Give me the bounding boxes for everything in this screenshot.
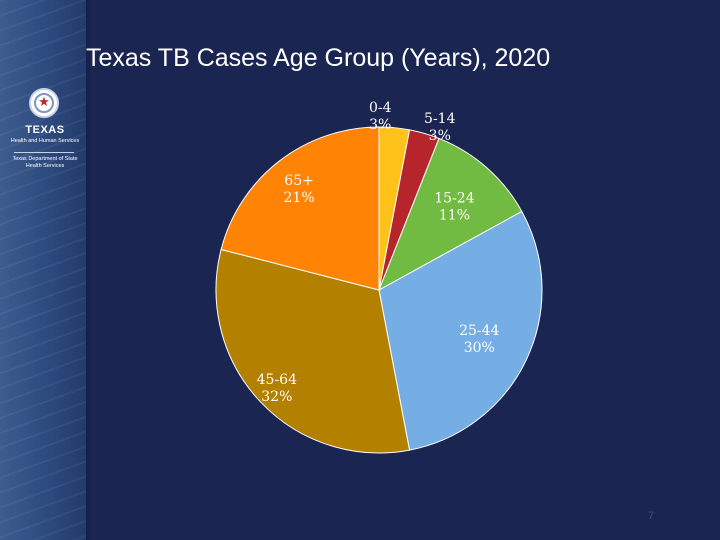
seal-ring bbox=[34, 93, 54, 113]
slice-category-label: 45-64 bbox=[257, 372, 297, 388]
slice-value-label: 3% bbox=[369, 117, 391, 133]
logo-department-line1: Texas Department of State bbox=[12, 156, 78, 162]
slice-category-label: 0-4 bbox=[369, 100, 392, 116]
logo-texas-text: TEXAS bbox=[25, 124, 65, 136]
slice-category-label: 15-24 bbox=[434, 190, 474, 206]
slice-value-label: 32% bbox=[261, 389, 292, 405]
pie-slice-25-44 bbox=[378, 210, 543, 451]
star-icon: ★ bbox=[38, 94, 50, 109]
logo-agency-text: Health and Human Services bbox=[10, 138, 80, 144]
slice-category-label: 5-14 bbox=[424, 111, 456, 127]
pie-slice-15-24 bbox=[378, 137, 523, 292]
slice-category-label: 65+ bbox=[284, 173, 314, 189]
slice-value-label: 30% bbox=[464, 340, 495, 356]
pie-slice-45-64 bbox=[215, 248, 411, 454]
slice-category-label: 25-44 bbox=[459, 323, 499, 339]
pie-slices bbox=[215, 126, 543, 454]
slide-number: 7 bbox=[648, 510, 655, 522]
logo-department-line2: Health Services bbox=[25, 163, 65, 169]
pie-labels: 0-43% 5-143%15-2411%25-4430%45-6432%65+21… bbox=[257, 100, 500, 405]
chart-title: Texas TB Cases Age Group (Years), 2020 bbox=[86, 44, 551, 72]
slice-value-label: 11% bbox=[439, 207, 470, 223]
texas-seal-icon: ★ bbox=[29, 88, 59, 118]
logo-department-text: Texas Department of State Health Service… bbox=[4, 156, 86, 170]
sidebar-edge bbox=[86, 0, 90, 540]
logo-divider bbox=[14, 152, 74, 153]
slice-value-label: 3% bbox=[429, 128, 451, 144]
pie-slice-65+ bbox=[220, 126, 380, 291]
slice-value-label: 21% bbox=[284, 190, 315, 206]
sidebar-banner: ★ TEXAS Health and Human Services Texas … bbox=[0, 0, 90, 540]
